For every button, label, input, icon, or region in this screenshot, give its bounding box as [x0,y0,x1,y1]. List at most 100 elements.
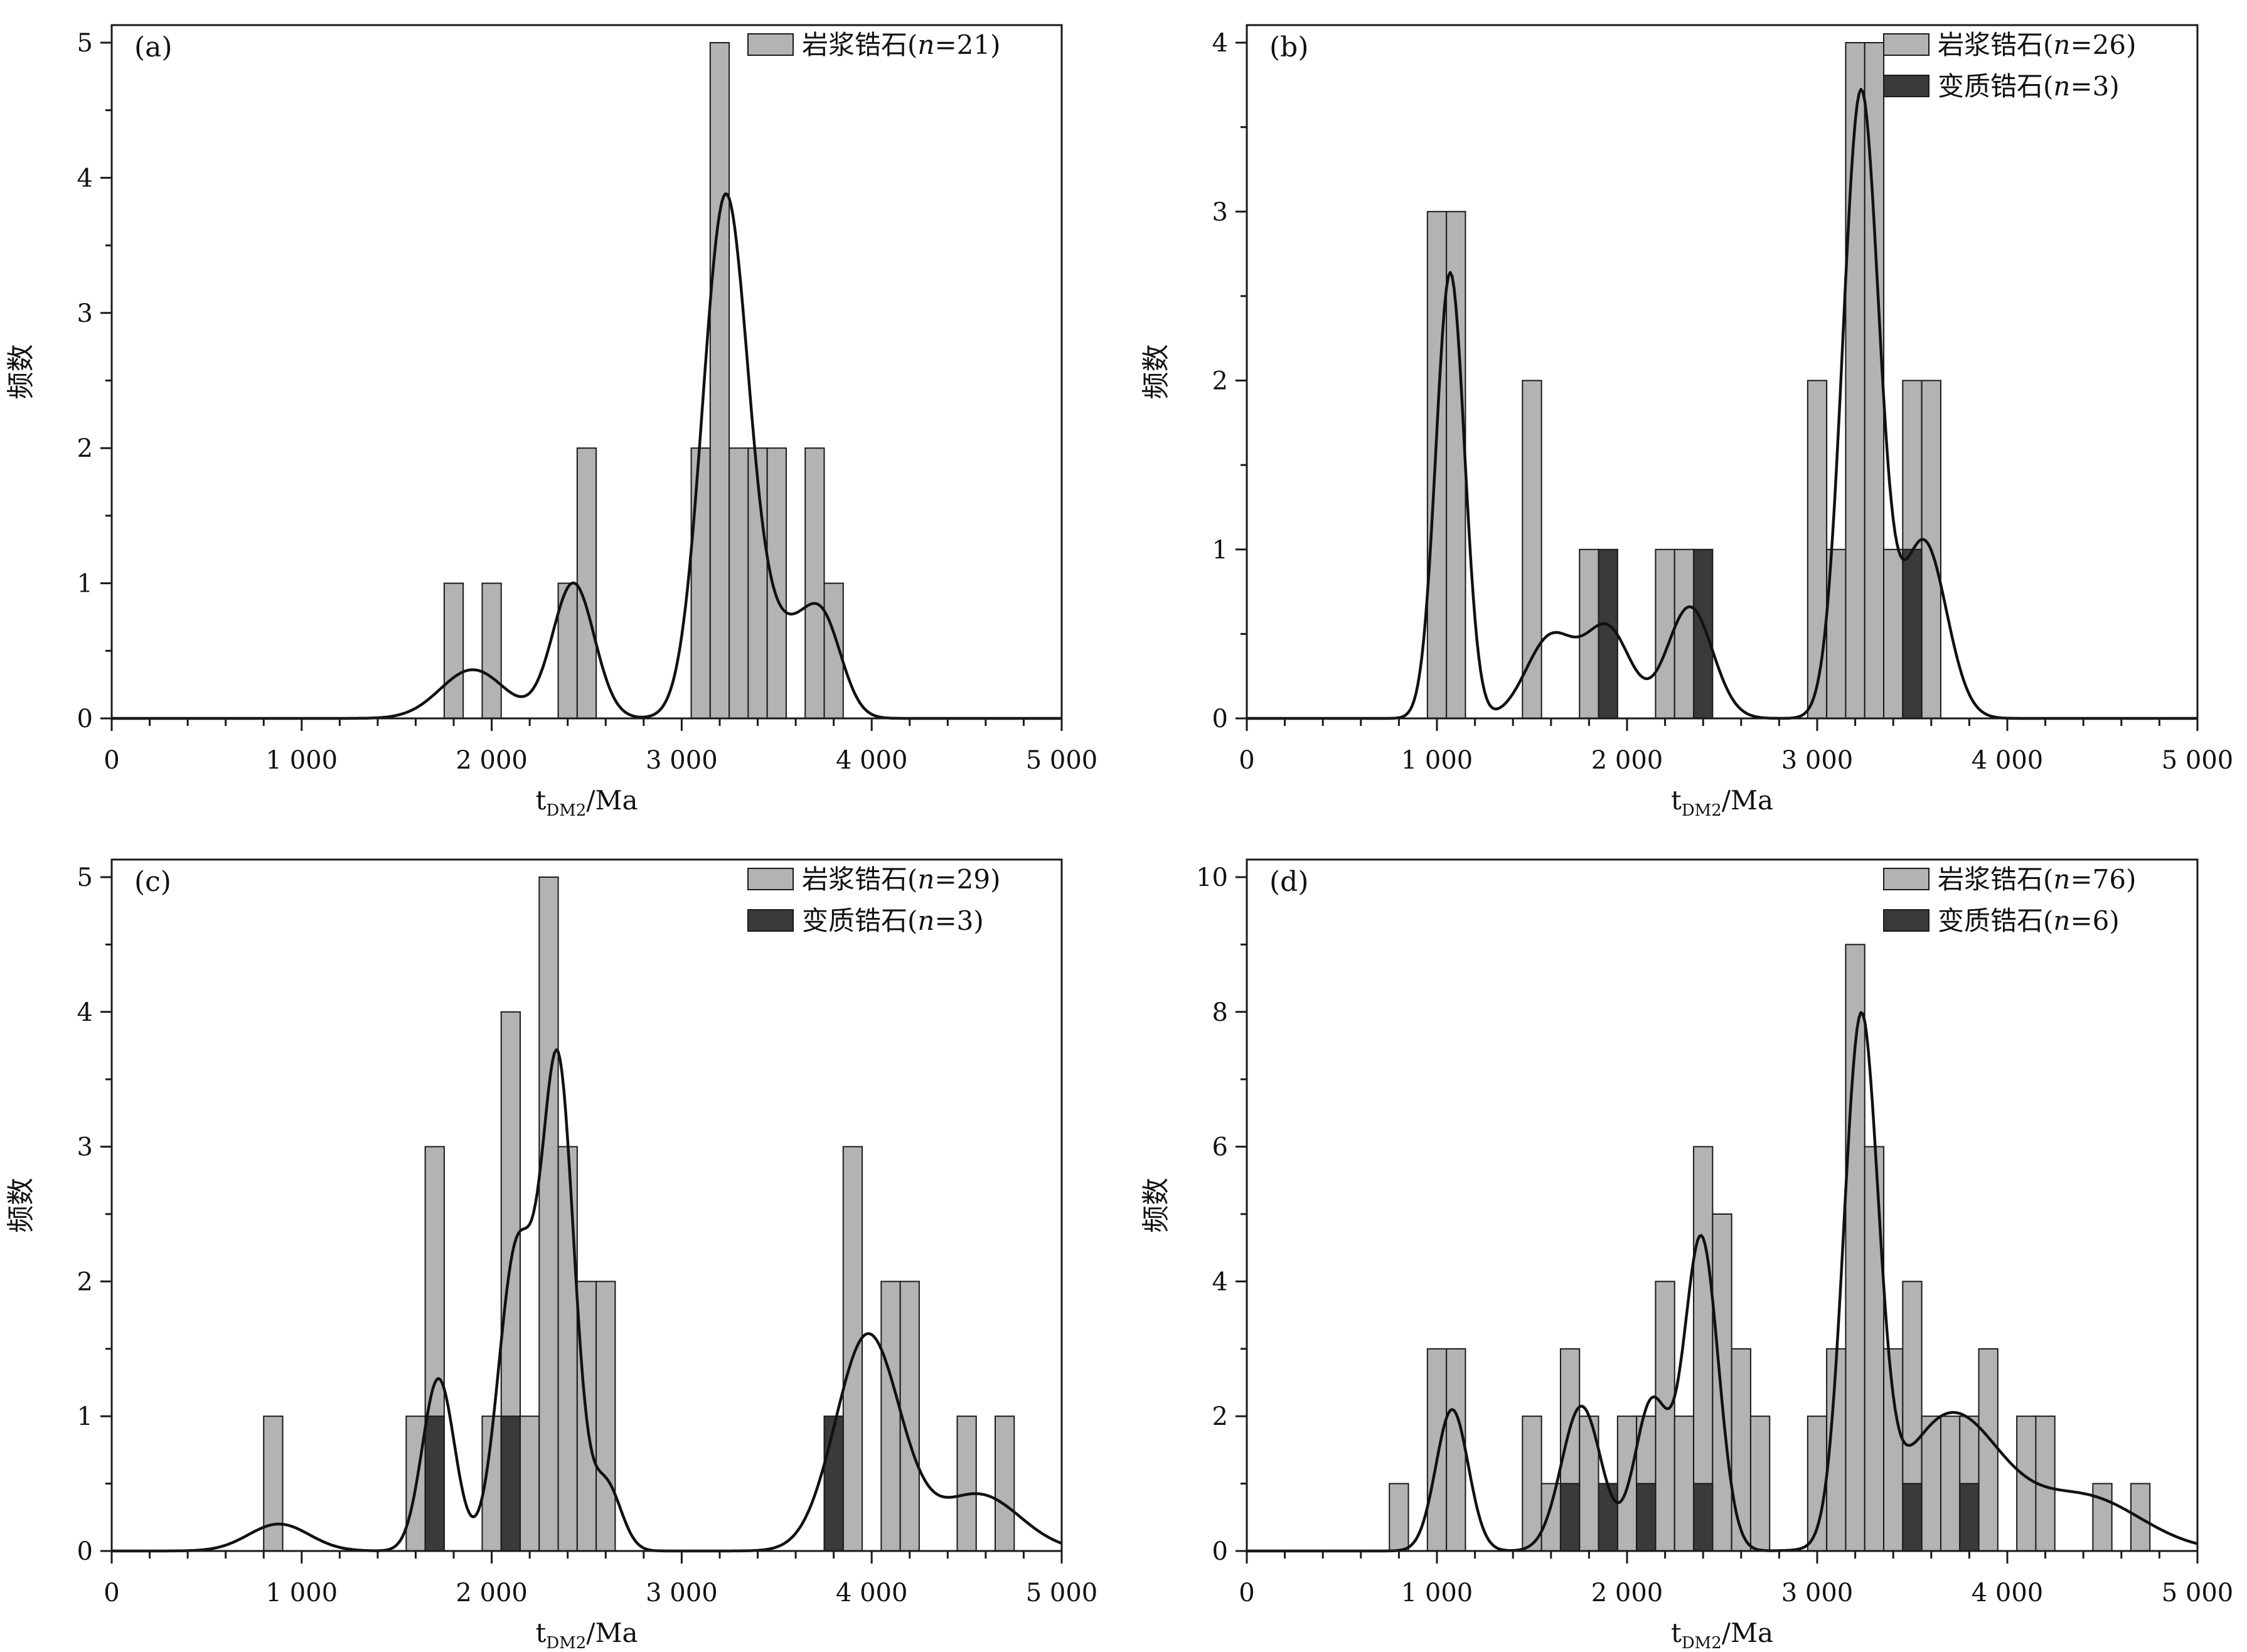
x-axis: 0 1 000 2 000 3 000 4 000 5 000 tDM2/Ma [104,1551,1097,1652]
panel-label: (c) [134,866,171,898]
y-tick-label: 5 [77,29,93,58]
bar-magmatic [1883,1348,1904,1552]
bar-magmatic [1673,548,1695,719]
x-axis: 0 1 000 2 000 3 000 4 000 5 000 tDM2/Ma [104,718,1097,820]
bar-magmatic [842,1146,863,1552]
bar-magmatic [709,42,730,719]
bar-metamorphic [823,1415,844,1552]
x-tick-label: 2 000 [456,1579,528,1607]
panel-c: 0 1 000 2 000 3 000 4 000 5 000 tDM2/Ma 0 1 2 3 4 5 频… [5,858,1097,1652]
x-tick-label: 5 000 [2162,1579,2234,1607]
legend-entry: 岩浆锆石(n=26) [1938,29,2136,60]
legend-swatch [1883,868,1929,890]
legend: 岩浆锆石(n=29) 变质锆石(n=3) [747,864,1000,936]
bar-magmatic [443,582,464,719]
panel-label: (a) [134,31,173,63]
x-tick-label: 4 000 [1972,746,2044,775]
bar-metamorphic [500,1415,521,1552]
x-tick-label: 4 000 [836,1579,908,1607]
bar-metamorphic [1598,548,1618,719]
bar-metamorphic [1959,1483,1980,1552]
y-tick-label: 3 [77,1133,93,1162]
bar-magmatic [1864,1146,1885,1552]
y-axis: 0 2 4 6 8 10 频数 [1140,863,1247,1566]
bar-magmatic [557,1146,578,1552]
bar-magmatic [1864,42,1885,719]
bar-magmatic [956,1415,977,1552]
y-axis-label: 频数 [5,344,37,400]
x-tick-label: 3 000 [646,746,718,775]
x-axis: 0 1 000 2 000 3 000 4 000 5 000 tDM2/Ma [1239,718,2233,820]
y-tick-label: 10 [1196,863,1228,892]
bar-magmatic [1446,211,1466,719]
plot-frame [110,858,1063,1552]
panel-label: (d) [1269,866,1309,898]
y-tick-label: 2 [77,434,93,463]
panel-a: 0 1 000 2 000 3 000 4 000 5 000 tDM2/Ma 0 1 2 3 4 5 频… [5,24,1097,820]
panel-d: 0 1 000 2 000 3 000 4 000 5 000 tDM2/Ma 0 2 4 6 8 10… [1140,858,2233,1652]
legend: 岩浆锆石(n=76) 变质锆石(n=6) [1883,864,2136,936]
panel-label: (b) [1269,31,1309,63]
bar-magmatic [1712,1213,1732,1552]
bars [1426,42,1941,719]
y-tick-label: 1 [1212,536,1228,565]
bar-magmatic [804,447,825,719]
x-tick-label: 0 [104,746,119,775]
bar-magmatic [1731,1348,1751,1552]
bar-magmatic [1749,1415,1771,1552]
legend: 岩浆锆石(n=21) [747,29,1000,60]
bar-magmatic [520,1415,540,1552]
x-axis-label: tDM2/Ma [1671,785,1773,820]
legend-entry: 岩浆锆石(n=76) [1938,864,2136,895]
legend-entry: 变质锆石(n=3) [802,905,984,936]
y-axis-label: 频数 [5,1178,37,1233]
x-tick-label: 4 000 [1972,1579,2044,1607]
x-tick-label: 3 000 [1781,746,1854,775]
y-tick-label: 8 [1212,998,1228,1027]
x-tick-label: 1 000 [266,1579,338,1607]
y-tick-label: 4 [77,998,93,1027]
plot-frame [1246,858,2199,1552]
x-tick-label: 3 000 [646,1579,718,1607]
y-tick-label: 3 [77,299,93,328]
bar-metamorphic [424,1415,445,1552]
y-axis: 0 1 2 3 4 5 频数 [5,863,112,1566]
x-tick-label: 0 [1239,746,1254,775]
y-tick-label: 4 [1212,29,1228,58]
legend-entry: 岩浆锆石(n=29) [802,864,1000,895]
bar-magmatic [1426,211,1448,719]
x-tick-label: 4 000 [836,746,908,775]
bar-magmatic [2092,1483,2113,1552]
bar-magmatic [690,447,711,719]
x-tick-label: 2 000 [456,746,528,775]
bar-magmatic [538,877,559,1552]
y-tick-label: 4 [77,164,93,193]
y-axis-label: 频数 [1140,1178,1172,1233]
legend-entry: 岩浆锆石(n=21) [802,29,1000,60]
legend-swatch [747,909,794,932]
x-tick-label: 3 000 [1781,1579,1854,1607]
bar-magmatic [880,1281,901,1552]
y-tick-label: 0 [1212,705,1228,733]
legend-entry: 变质锆石(n=3) [1938,71,2120,102]
bar-magmatic [1883,548,1904,719]
x-axis: 0 1 000 2 000 3 000 4 000 5 000 tDM2/Ma [1239,1551,2233,1652]
legend-swatch [1883,909,1929,932]
x-tick-label: 0 [1239,1579,1254,1607]
bar-magmatic [1978,1348,1999,1552]
bar-magmatic [1389,1483,1409,1552]
panel-b: 0 1 000 2 000 3 000 4 000 5 000 tDM2/Ma 0 1 2 3 4 频数… [1140,24,2233,820]
bar-magmatic [481,582,502,719]
plot-frame [1246,24,2199,720]
x-tick-label: 0 [104,1579,119,1607]
legend-swatch [747,33,794,56]
y-tick-label: 0 [77,1537,93,1566]
bar-metamorphic [1902,548,1923,719]
bar-magmatic [1807,380,1828,719]
y-axis-label: 频数 [1140,344,1172,400]
x-tick-label: 5 000 [2162,746,2234,775]
bars [443,42,844,719]
x-axis-label: tDM2/Ma [535,785,638,820]
bar-magmatic [1540,1483,1561,1552]
